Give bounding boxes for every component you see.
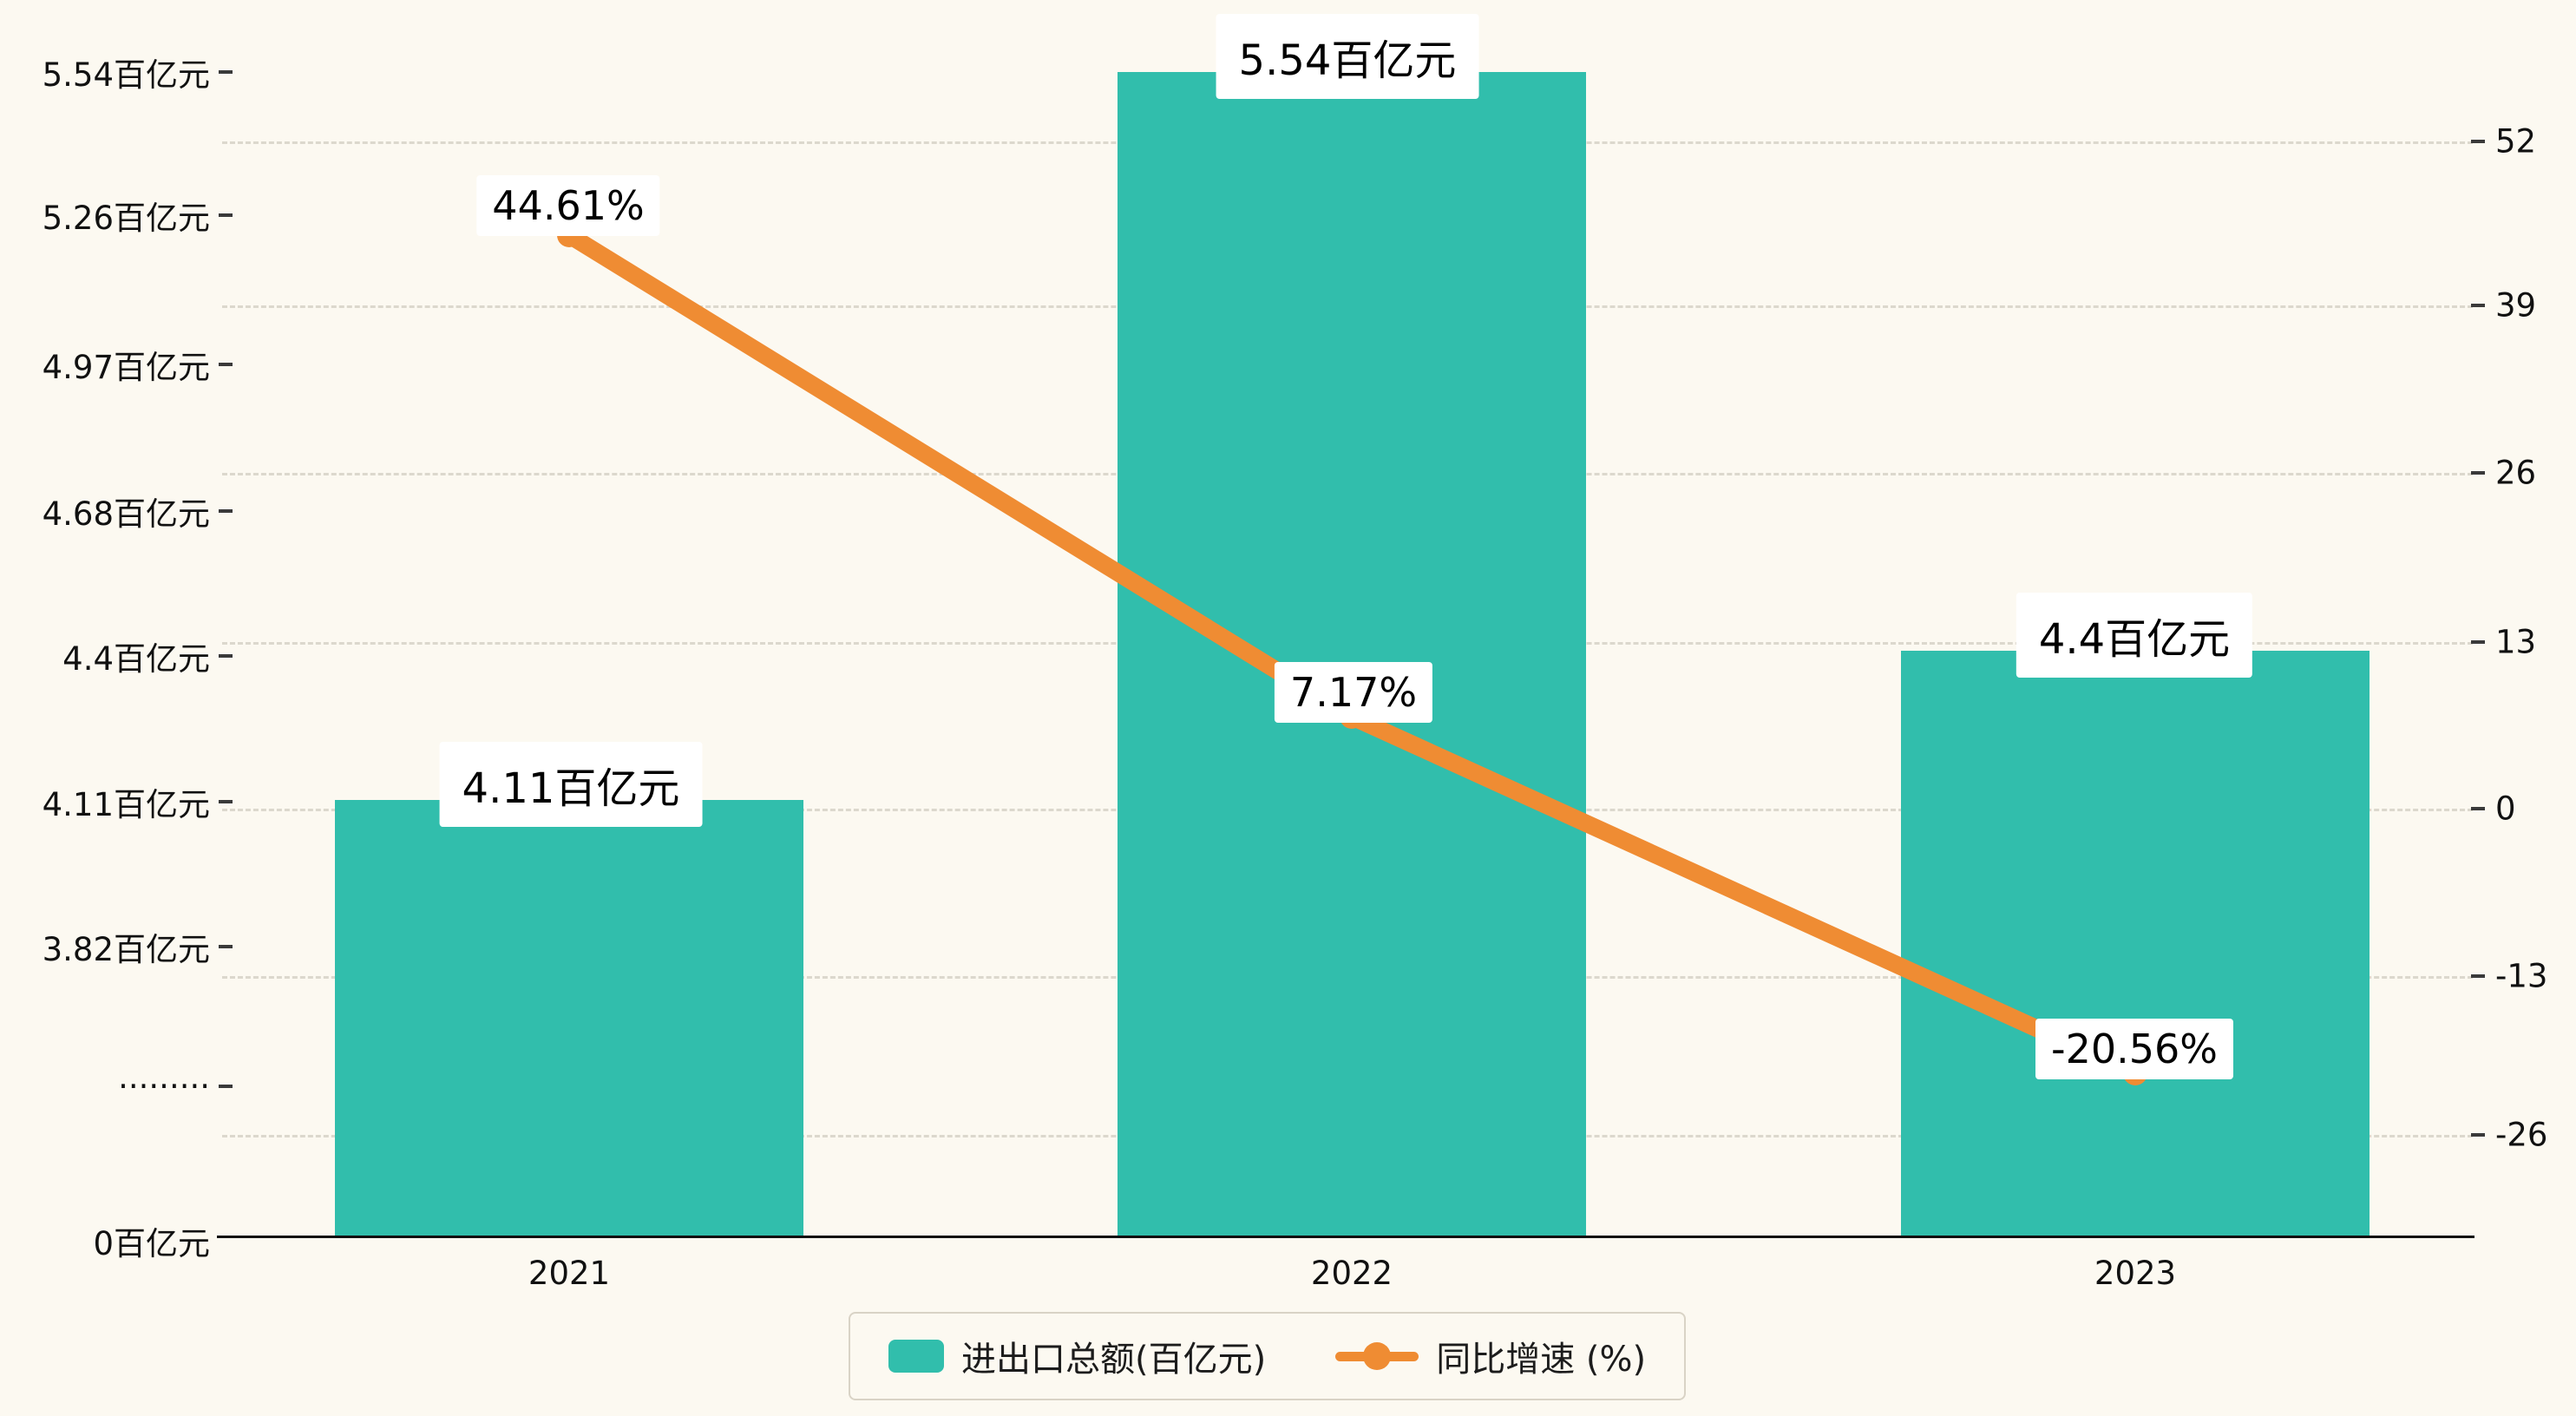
- y-axis-right-tick-label: 52: [2495, 122, 2537, 161]
- y-axis-left-tick-label: 5.26百亿元: [42, 200, 210, 237]
- y-axis-left-tick-label: 4.68百亿元: [42, 495, 210, 533]
- line-series-marker-icon: [1335, 1341, 1419, 1371]
- y-axis-left-tick-label: 4.97百亿元: [42, 349, 210, 386]
- y-axis-right-tick-mark: [2471, 140, 2485, 143]
- y-axis-left-tick-mark: [219, 213, 233, 217]
- x-axis-label-2022: 2022: [1310, 1255, 1393, 1292]
- bar-value-label-2022: 5.54百亿元: [1216, 14, 1479, 99]
- y-axis-right-tick-label: 26: [2495, 454, 2537, 492]
- line-value-label-2022: 7.17%: [1274, 662, 1433, 723]
- y-axis-left-tick-label: 4.4百亿元: [62, 640, 210, 678]
- legend-label-line-series: 同比增速 (%): [1436, 1340, 1647, 1380]
- y-axis-left-tick-mark: [219, 1085, 233, 1088]
- x-axis-label-2023: 2023: [2094, 1255, 2177, 1292]
- y-axis-right-tick-label: 39: [2495, 286, 2537, 324]
- line-value-label-2023: -20.56%: [2035, 1019, 2233, 1079]
- x-axis-line: [217, 1236, 2474, 1238]
- y-axis-left-tick-label: 3.82百亿元: [42, 931, 210, 968]
- legend-item-line-series[interactable]: 同比增速 (%): [1266, 1331, 1646, 1381]
- y-axis-left-tick-mark: [219, 800, 233, 803]
- legend: 进出口总额(百亿元) 同比增速 (%): [849, 1312, 1687, 1400]
- y-axis-right-tick-label: -13: [2495, 957, 2548, 995]
- bar-2023[interactable]: [1901, 651, 2370, 1237]
- y-axis-right-tick-label: -26: [2495, 1116, 2548, 1154]
- growth-line[interactable]: [560, 226, 2144, 1082]
- bar-value-label-2023: 4.4百亿元: [2016, 593, 2253, 678]
- y-axis-right-tick-mark: [2471, 807, 2485, 810]
- y-axis-break-label: ·········: [118, 1067, 210, 1105]
- y-axis-right-tick-mark: [2471, 471, 2485, 475]
- y-axis-left-tick-label: 5.54百亿元: [42, 56, 210, 94]
- y-axis-right-tick-mark: [2471, 304, 2485, 307]
- y-axis-left-tick-mark: [219, 509, 233, 513]
- y-axis-right-tick-label: 0: [2495, 790, 2516, 828]
- y-axis-left-tick-mark: [219, 945, 233, 948]
- x-axis-label-2021: 2021: [528, 1255, 611, 1292]
- legend-item-bar-series[interactable]: 进出口总额(百亿元): [888, 1331, 1266, 1381]
- y-axis-left-tick-label: 0百亿元: [93, 1225, 210, 1262]
- y-axis-right-tick-mark: [2471, 1133, 2485, 1137]
- bar-series-swatch-icon: [888, 1340, 944, 1373]
- bar-2021[interactable]: [335, 800, 803, 1237]
- y-axis-left-tick-mark: [219, 654, 233, 658]
- legend-label-bar-series: 进出口总额(百亿元): [961, 1340, 1267, 1380]
- y-axis-right-tick-label: 13: [2495, 623, 2537, 661]
- y-axis-left-tick-mark: [219, 70, 233, 74]
- y-axis-right-tick-mark: [2471, 974, 2485, 978]
- bar-value-label-2021: 4.11百亿元: [439, 742, 703, 827]
- line-value-label-2021: 44.61%: [476, 175, 660, 236]
- y-axis-left-tick-mark: [219, 363, 233, 366]
- y-axis-left-tick-label: 4.11百亿元: [42, 786, 210, 823]
- bar-2022[interactable]: [1118, 72, 1586, 1237]
- y-axis-right-tick-mark: [2471, 640, 2485, 644]
